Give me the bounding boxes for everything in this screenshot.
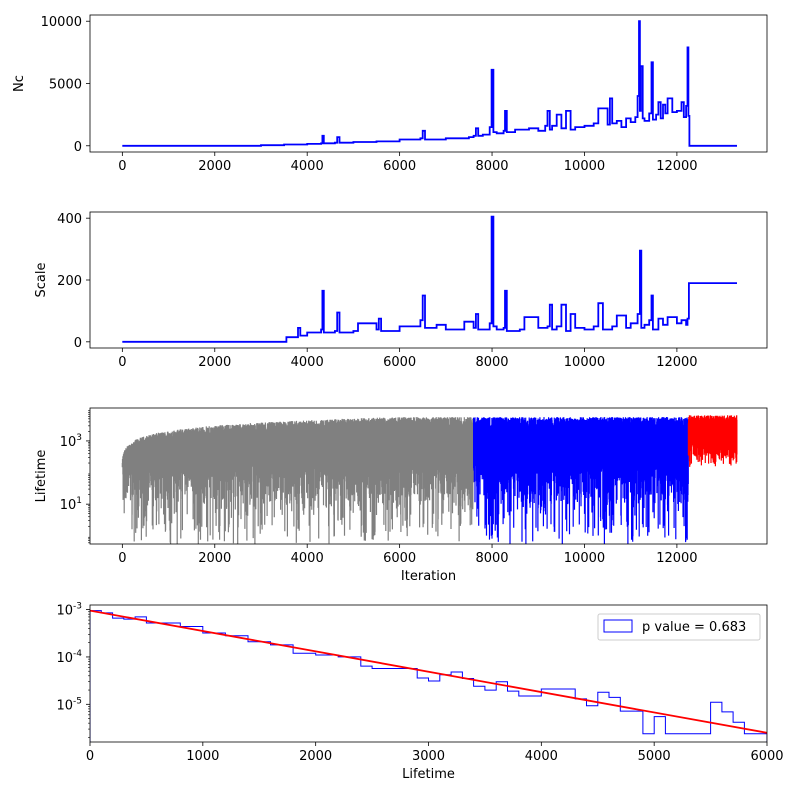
x-axis-label: Iteration bbox=[401, 569, 456, 584]
y-tick-label: 400 bbox=[57, 212, 82, 227]
lifetime-series-2 bbox=[687, 415, 738, 467]
scale-series-line bbox=[122, 215, 737, 343]
x-tick-label: 8000 bbox=[475, 355, 508, 370]
x-tick-label: 0 bbox=[118, 355, 126, 370]
y-tick-label: 200 bbox=[57, 274, 82, 289]
y-tick-label: 10-4 bbox=[56, 649, 82, 666]
x-tick-label: 2000 bbox=[198, 355, 231, 370]
x-tick-label: 12000 bbox=[656, 159, 697, 174]
y-tick-label: 0 bbox=[74, 140, 82, 155]
x-tick-label: 2000 bbox=[198, 551, 231, 566]
x-tick-label: 0 bbox=[118, 551, 126, 566]
x-tick-label: 4000 bbox=[291, 355, 324, 370]
lifetime-series-1 bbox=[473, 417, 689, 544]
fit-line bbox=[90, 609, 767, 734]
scale-panel: 0 2000 4000 6000 8000 10000 12000 0 200 400 Scale bbox=[34, 211, 768, 370]
x-tick-label: 4000 bbox=[291, 551, 324, 566]
y-axis-label: Nc bbox=[12, 75, 27, 92]
lifetime-series-0 bbox=[121, 417, 475, 544]
x-tick-label: 10000 bbox=[564, 159, 605, 174]
x-tick-label: 8000 bbox=[475, 159, 508, 174]
y-axis-label: Lifetime bbox=[34, 450, 49, 503]
y-tick-label: 5000 bbox=[49, 78, 82, 93]
x-tick-label: 10000 bbox=[564, 551, 605, 566]
legend: p value = 0.683 bbox=[597, 613, 761, 641]
x-tick-label: 6000 bbox=[383, 355, 416, 370]
y-tick-label: 101 bbox=[60, 496, 82, 513]
x-tick-label: 1000 bbox=[186, 749, 219, 764]
x-tick-label: 4000 bbox=[525, 749, 558, 764]
histogram-panel: 0 1000 2000 3000 4000 5000 6000 10-5 10-4 10-3 Lif… bbox=[56, 602, 783, 782]
y-tick-label: 10-3 bbox=[56, 602, 82, 619]
plot-frame bbox=[89, 604, 768, 743]
x-tick-label: 12000 bbox=[656, 355, 697, 370]
x-tick-label: 0 bbox=[118, 159, 126, 174]
x-tick-label: 2000 bbox=[198, 159, 231, 174]
x-tick-label: 10000 bbox=[564, 355, 605, 370]
lifetime-panel: 0 2000 4000 6000 8000 10000 12000 101 103 Lifetim… bbox=[34, 407, 768, 584]
x-tick-label: 3000 bbox=[412, 749, 445, 764]
legend-swatch bbox=[603, 619, 633, 633]
x-tick-label: 2000 bbox=[299, 749, 332, 764]
x-tick-label: 0 bbox=[86, 749, 94, 764]
y-tick-label: 10000 bbox=[41, 15, 82, 30]
x-tick-label: 8000 bbox=[475, 551, 508, 566]
nc-panel: 0 2000 4000 6000 8000 10000 12000 0 5000 10000 Nc bbox=[12, 14, 768, 174]
plot-frame bbox=[89, 407, 768, 545]
y-tick-label: 0 bbox=[74, 336, 82, 351]
plot-frame bbox=[89, 14, 768, 153]
nc-series-line bbox=[122, 20, 737, 147]
x-tick-label: 6000 bbox=[383, 159, 416, 174]
x-axis-label: Lifetime bbox=[402, 767, 455, 782]
x-tick-label: 6000 bbox=[750, 749, 783, 764]
legend-box bbox=[597, 613, 761, 641]
y-tick-label: 10-5 bbox=[56, 696, 82, 713]
x-tick-label: 4000 bbox=[291, 159, 324, 174]
y-axis-label: Scale bbox=[34, 263, 49, 298]
x-tick-label: 12000 bbox=[656, 551, 697, 566]
x-tick-label: 6000 bbox=[383, 551, 416, 566]
y-tick-label: 103 bbox=[60, 433, 82, 450]
plot-frame bbox=[89, 211, 768, 349]
legend-label: p value = 0.683 bbox=[642, 620, 746, 635]
x-tick-label: 5000 bbox=[638, 749, 671, 764]
histogram-bars bbox=[90, 610, 767, 742]
